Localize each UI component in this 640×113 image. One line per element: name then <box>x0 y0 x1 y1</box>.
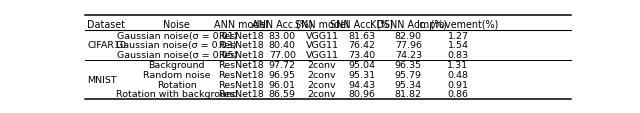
Text: 0.86: 0.86 <box>447 89 468 98</box>
Text: 77.96: 77.96 <box>395 41 422 50</box>
Text: 2conv: 2conv <box>308 80 337 89</box>
Text: 2conv: 2conv <box>308 89 337 98</box>
Text: 83.00: 83.00 <box>269 31 296 40</box>
Text: ResNet18: ResNet18 <box>218 51 264 60</box>
Text: 86.59: 86.59 <box>269 89 296 98</box>
Text: 96.95: 96.95 <box>269 70 296 79</box>
Text: 95.04: 95.04 <box>348 60 375 69</box>
Text: ANN Acc.(%): ANN Acc.(%) <box>252 19 313 29</box>
Text: Rotation: Rotation <box>157 80 196 89</box>
Text: 1.31: 1.31 <box>447 60 468 69</box>
Text: 76.42: 76.42 <box>348 41 375 50</box>
Text: CIFAR10: CIFAR10 <box>88 41 127 50</box>
Text: 94.43: 94.43 <box>348 80 375 89</box>
Text: Rotation with background: Rotation with background <box>116 89 237 98</box>
Text: 0.83: 0.83 <box>447 51 468 60</box>
Text: 97.72: 97.72 <box>269 60 296 69</box>
Text: VGG11: VGG11 <box>305 41 339 50</box>
Text: ResNet18: ResNet18 <box>218 80 264 89</box>
Text: 80.40: 80.40 <box>269 41 296 50</box>
Text: Noise: Noise <box>163 19 190 29</box>
Text: SNN Acc. (%): SNN Acc. (%) <box>330 19 394 29</box>
Text: ResNet18: ResNet18 <box>218 89 264 98</box>
Text: 2conv: 2conv <box>308 60 337 69</box>
Text: Gaussian noise(σ = 0.05): Gaussian noise(σ = 0.05) <box>116 51 237 60</box>
Text: 0.91: 0.91 <box>447 80 468 89</box>
Text: 1.54: 1.54 <box>447 41 468 50</box>
Text: 73.40: 73.40 <box>348 51 375 60</box>
Text: 95.79: 95.79 <box>395 70 422 79</box>
Text: MNIST: MNIST <box>88 75 117 84</box>
Text: Dataset: Dataset <box>88 19 125 29</box>
Text: VGG11: VGG11 <box>305 51 339 60</box>
Text: Random noise: Random noise <box>143 70 211 79</box>
Text: Gaussian noise(σ = 0.03): Gaussian noise(σ = 0.03) <box>116 41 237 50</box>
Text: 77.00: 77.00 <box>269 51 296 60</box>
Text: 1.27: 1.27 <box>447 31 468 40</box>
Text: 74.23: 74.23 <box>395 51 422 60</box>
Text: SNN model: SNN model <box>295 19 349 29</box>
Text: 95.34: 95.34 <box>395 80 422 89</box>
Text: Improvement(%): Improvement(%) <box>417 19 499 29</box>
Text: 81.63: 81.63 <box>348 31 375 40</box>
Text: ResNet18: ResNet18 <box>218 70 264 79</box>
Text: 81.82: 81.82 <box>395 89 422 98</box>
Text: ResNet18: ResNet18 <box>218 41 264 50</box>
Text: KDSNN Acc. (%): KDSNN Acc. (%) <box>370 19 447 29</box>
Text: 96.35: 96.35 <box>395 60 422 69</box>
Text: 80.96: 80.96 <box>348 89 375 98</box>
Text: 0.48: 0.48 <box>447 70 468 79</box>
Text: Background: Background <box>148 60 205 69</box>
Text: Gaussian noise(σ = 0.01): Gaussian noise(σ = 0.01) <box>116 31 237 40</box>
Text: 2conv: 2conv <box>308 70 337 79</box>
Text: 96.01: 96.01 <box>269 80 296 89</box>
Text: 95.31: 95.31 <box>348 70 375 79</box>
Text: ResNet18: ResNet18 <box>218 60 264 69</box>
Text: 82.90: 82.90 <box>395 31 422 40</box>
Text: ANN model: ANN model <box>214 19 268 29</box>
Text: ResNet18: ResNet18 <box>218 31 264 40</box>
Text: VGG11: VGG11 <box>305 31 339 40</box>
